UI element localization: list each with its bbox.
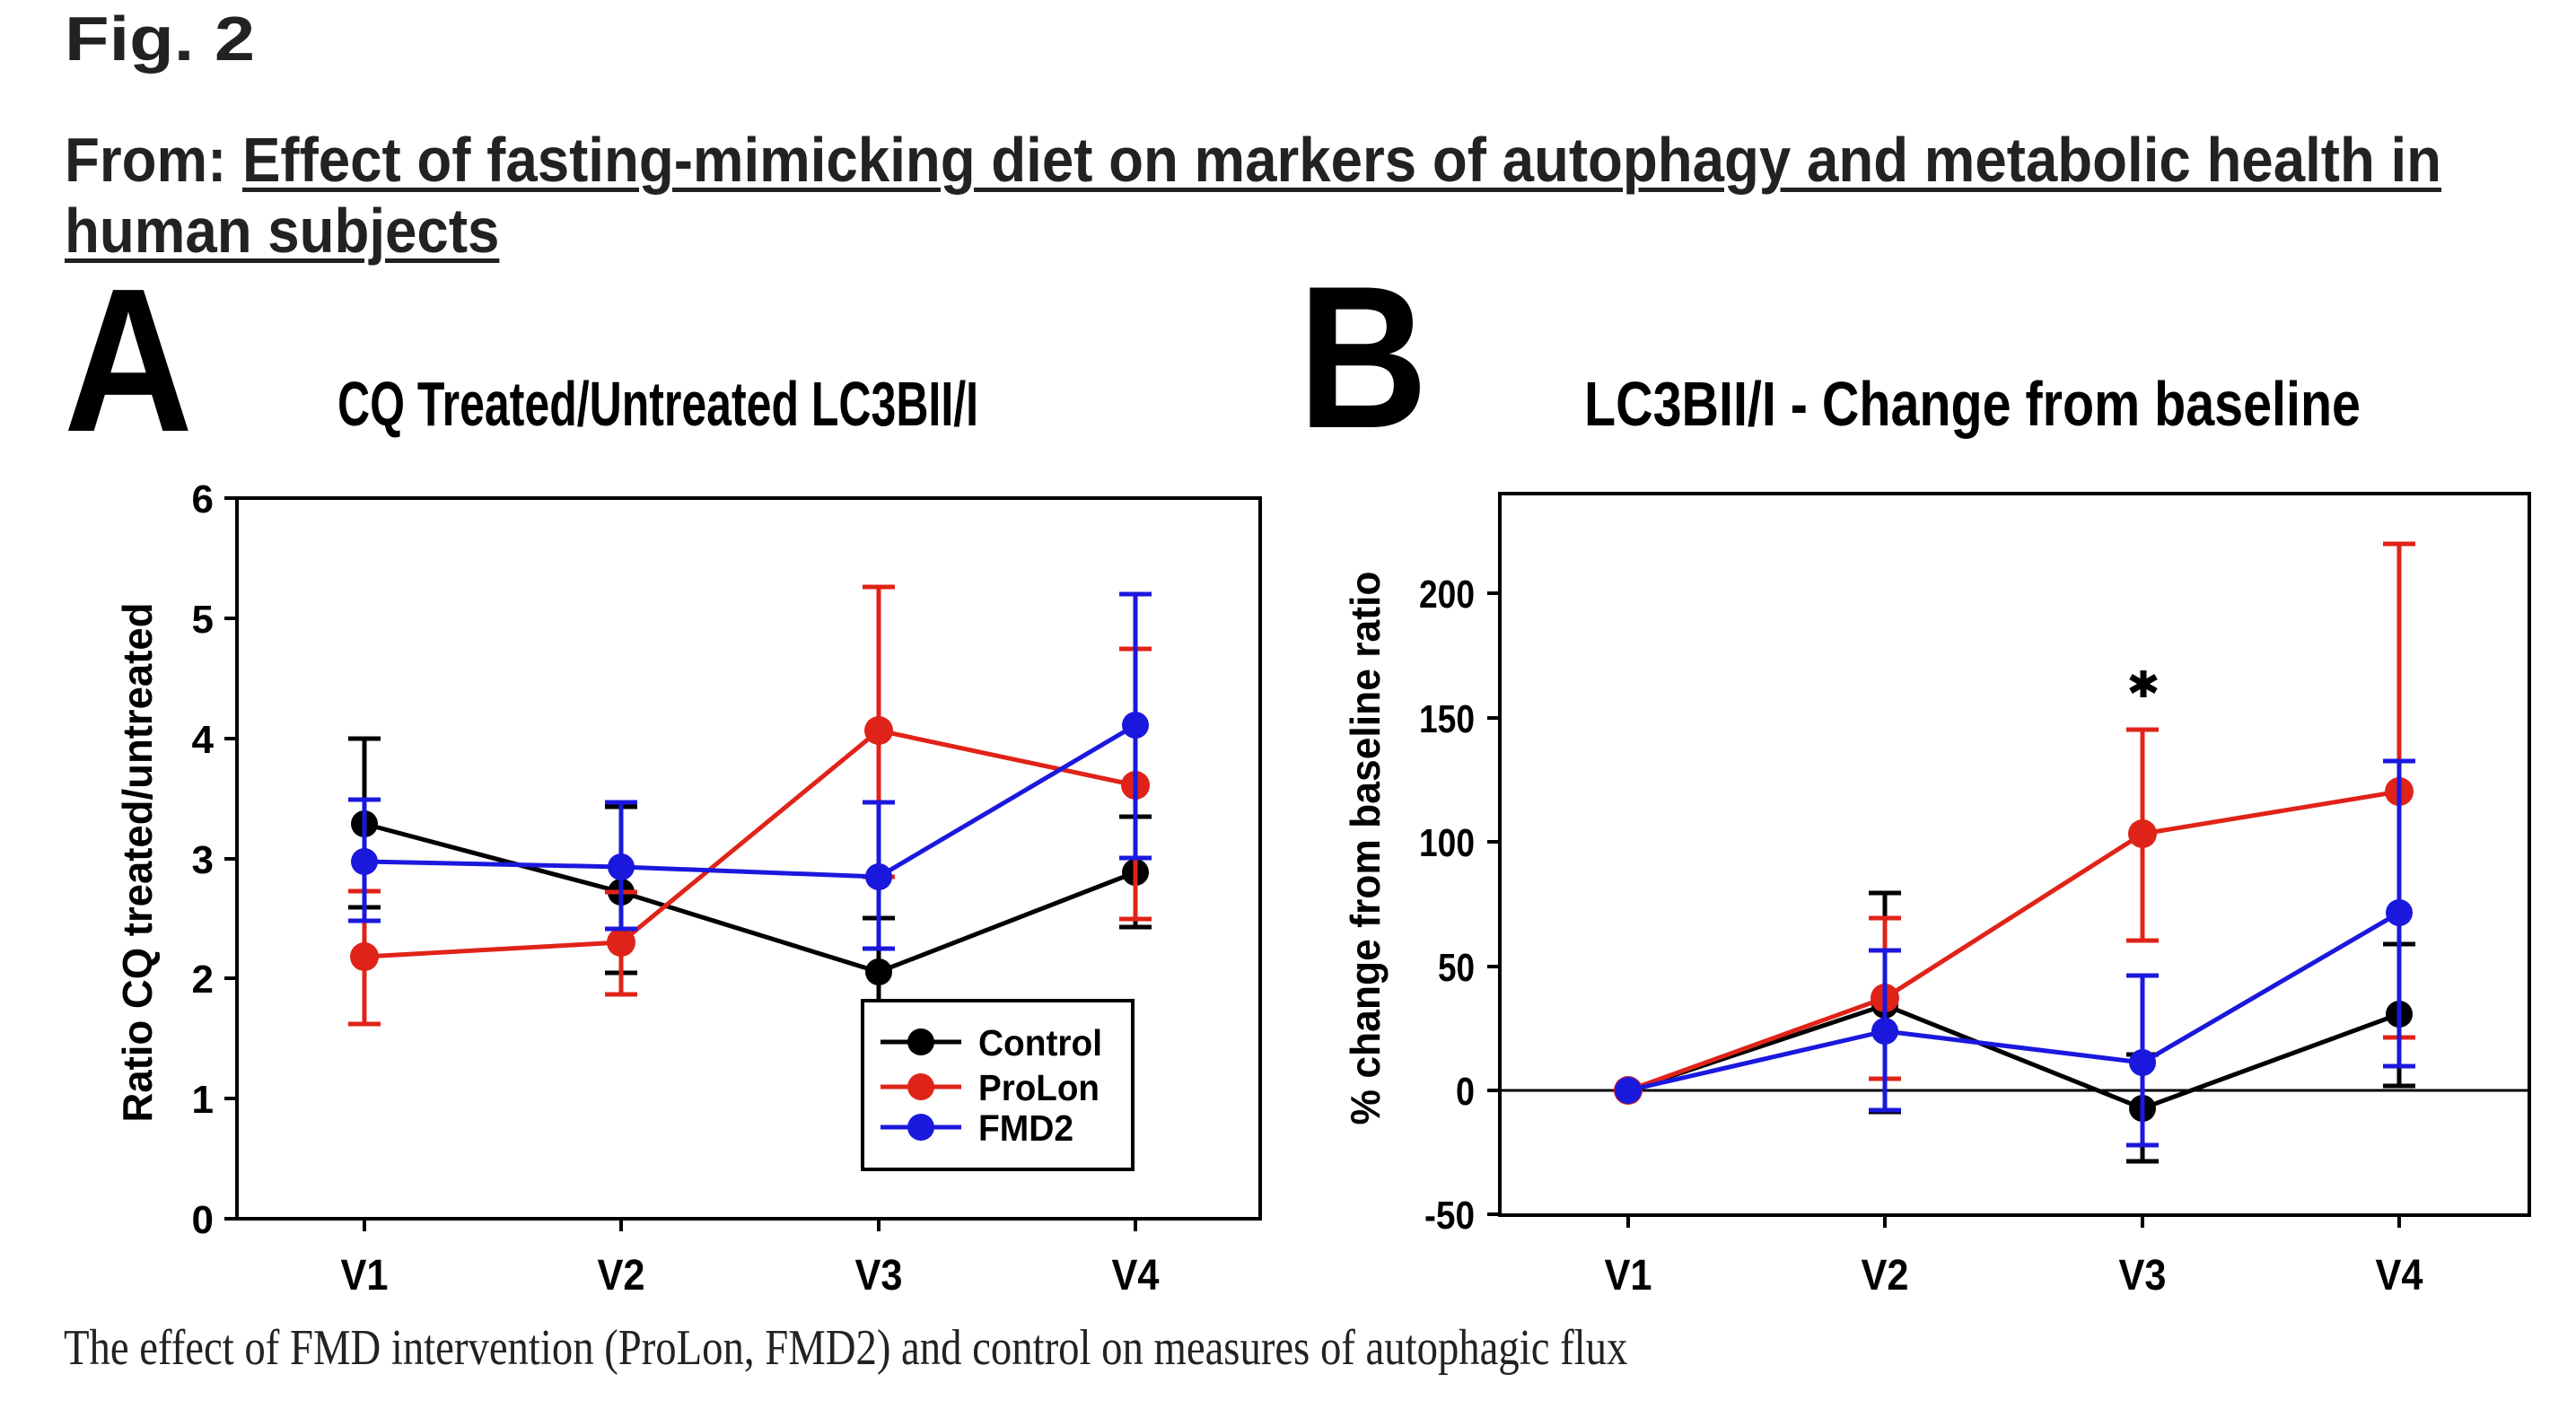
svg-text:100: 100 — [1419, 821, 1475, 865]
svg-text:A: A — [64, 247, 193, 475]
svg-text:CQ Treated/Untreated LC3BII/I: CQ Treated/Untreated LC3BII/I — [337, 369, 978, 439]
svg-text:V3: V3 — [855, 1252, 903, 1300]
svg-text:FMD2: FMD2 — [978, 1107, 1073, 1149]
svg-text:LC3BII/I - Change from baselin: LC3BII/I - Change from baseline — [1584, 369, 2361, 439]
svg-text:-50: -50 — [1424, 1194, 1475, 1238]
svg-text:5: 5 — [192, 598, 214, 642]
svg-text:Control: Control — [978, 1022, 1102, 1063]
svg-text:6: 6 — [192, 477, 214, 521]
svg-text:2: 2 — [192, 958, 214, 1002]
svg-text:V1: V1 — [1605, 1252, 1652, 1300]
svg-text:200: 200 — [1419, 573, 1475, 617]
svg-text:V3: V3 — [2119, 1252, 2167, 1300]
svg-text:1: 1 — [192, 1078, 214, 1122]
svg-text:V2: V2 — [1862, 1252, 1909, 1300]
svg-text:V4: V4 — [1112, 1252, 1160, 1300]
svg-text:V4: V4 — [2376, 1252, 2423, 1300]
svg-text:50: 50 — [1438, 946, 1475, 990]
svg-text:V1: V1 — [341, 1252, 389, 1300]
svg-text:0: 0 — [1456, 1070, 1475, 1114]
svg-text:B: B — [1298, 243, 1428, 470]
svg-text:4: 4 — [192, 718, 215, 762]
svg-text:ProLon: ProLon — [978, 1067, 1100, 1108]
svg-text:0: 0 — [192, 1198, 214, 1242]
svg-text:150: 150 — [1419, 697, 1475, 741]
svg-text:V2: V2 — [598, 1252, 645, 1300]
svg-text:Ratio CQ treated/untreated: Ratio CQ treated/untreated — [114, 603, 161, 1123]
svg-text:3: 3 — [192, 838, 214, 882]
svg-text:% change from baseline ratio: % change from baseline ratio — [1342, 572, 1389, 1125]
